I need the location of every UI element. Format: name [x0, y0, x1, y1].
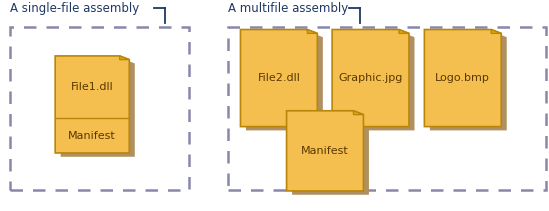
Polygon shape [354, 111, 363, 115]
Polygon shape [287, 111, 363, 191]
Bar [10, 27, 189, 190]
Polygon shape [55, 56, 130, 153]
Text: Manifest: Manifest [301, 146, 349, 156]
Polygon shape [292, 115, 369, 195]
Polygon shape [120, 56, 130, 60]
Polygon shape [430, 33, 507, 130]
Polygon shape [399, 30, 409, 33]
Polygon shape [332, 30, 409, 127]
Text: File2.dll: File2.dll [257, 73, 300, 83]
Text: Manifest: Manifest [69, 131, 116, 141]
Text: File1.dll: File1.dll [71, 82, 114, 92]
Polygon shape [491, 30, 501, 33]
Polygon shape [240, 30, 317, 127]
Polygon shape [60, 60, 135, 157]
Text: A single-file assembly: A single-file assembly [10, 2, 139, 15]
Polygon shape [338, 33, 414, 130]
Polygon shape [424, 30, 501, 127]
Text: A multifile assembly: A multifile assembly [228, 2, 348, 15]
Polygon shape [307, 30, 317, 33]
Bar [228, 27, 546, 190]
Text: Logo.bmp: Logo.bmp [435, 73, 490, 83]
Text: Graphic.jpg: Graphic.jpg [338, 73, 403, 83]
Polygon shape [246, 33, 323, 130]
